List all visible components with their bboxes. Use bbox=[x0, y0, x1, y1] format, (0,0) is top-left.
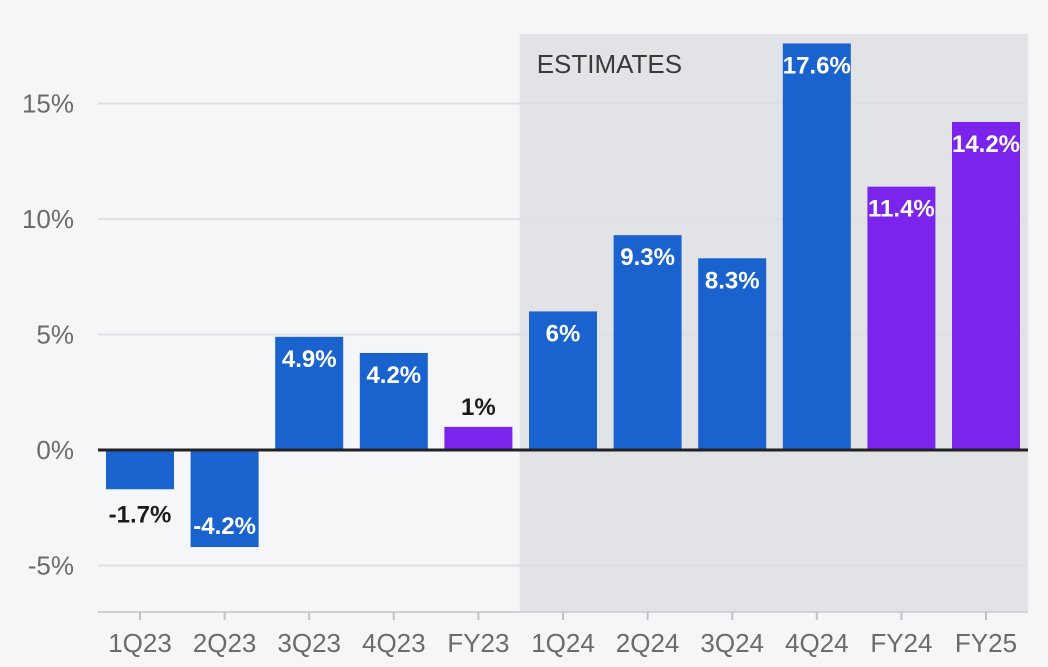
x-tick-label-fy23: FY23 bbox=[447, 628, 509, 658]
bar-fy23 bbox=[444, 426, 513, 450]
x-tick-label-4q24: 4Q24 bbox=[785, 628, 849, 658]
x-tick-label-1q23: 1Q23 bbox=[108, 628, 172, 658]
y-tick-label: 0% bbox=[36, 435, 74, 465]
data-labels: -1.7% -4.2% 4.9% 4.2% 1% 6% 9.3% 8.3% 17.6% 11.4%… bbox=[109, 52, 1020, 540]
bar-2q23 bbox=[190, 450, 259, 548]
data-label-2q23: -4.2% bbox=[193, 513, 256, 540]
bar-4q24 bbox=[782, 43, 851, 450]
x-tick-label-2q24: 2Q24 bbox=[616, 628, 680, 658]
data-label-fy25: 14.2% bbox=[952, 131, 1020, 158]
estimates-label: ESTIMATES bbox=[537, 49, 682, 79]
bar-fy25 bbox=[952, 121, 1020, 450]
bar-1q23 bbox=[106, 450, 174, 490]
bar-1q24 bbox=[529, 311, 597, 450]
y-tick-label: -5% bbox=[28, 551, 74, 581]
data-label-1q24: 6% bbox=[546, 320, 581, 347]
data-label-4q24: 17.6% bbox=[783, 52, 851, 79]
x-axis: 1Q23 2Q23 3Q23 4Q23 FY23 1Q24 2Q24 3Q24 4Q24 FY24… bbox=[98, 611, 1028, 658]
data-label-fy24: 11.4% bbox=[868, 196, 935, 223]
x-tick-label-2q23: 2Q23 bbox=[193, 628, 257, 658]
bars bbox=[106, 43, 1020, 548]
bar-2q24 bbox=[613, 235, 682, 450]
x-tick-label-3q24: 3Q24 bbox=[700, 628, 764, 658]
y-tick-label: 5% bbox=[36, 320, 74, 350]
bar-3q24 bbox=[698, 258, 767, 450]
data-label-1q23: -1.7% bbox=[109, 501, 172, 528]
data-label-2q24: 9.3% bbox=[620, 244, 675, 271]
estimates-region: ESTIMATES bbox=[519, 34, 1028, 612]
x-tick-label-1q24: 1Q24 bbox=[531, 628, 595, 658]
x-tick-label-fy24: FY24 bbox=[870, 628, 932, 658]
x-tick-label-4q23: 4Q23 bbox=[362, 628, 426, 658]
data-label-fy23: 1% bbox=[461, 394, 496, 421]
y-tick-label: 10% bbox=[22, 204, 74, 234]
bar-4q23 bbox=[359, 352, 428, 450]
data-label-4q23: 4.2% bbox=[366, 362, 421, 389]
data-label-3q23: 4.9% bbox=[282, 346, 337, 373]
bar-fy24 bbox=[867, 186, 936, 450]
y-axis-ticks: -5% 0% 5% 10% 15% bbox=[22, 89, 74, 581]
estimates-shade bbox=[519, 34, 1028, 612]
x-tick-label-3q23: 3Q23 bbox=[277, 628, 341, 658]
data-label-3q24: 8.3% bbox=[705, 267, 760, 294]
y-tick-label: 15% bbox=[22, 89, 74, 119]
x-tick-label-fy25: FY25 bbox=[955, 628, 1017, 658]
bar-3q23 bbox=[275, 336, 344, 450]
